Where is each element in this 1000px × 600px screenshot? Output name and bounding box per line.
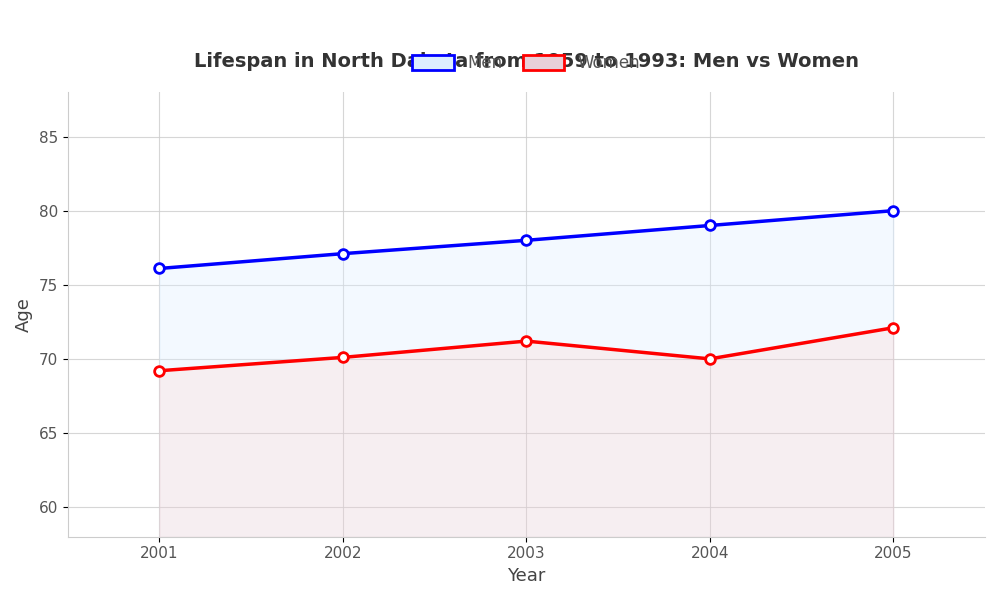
Title: Lifespan in North Dakota from 1959 to 1993: Men vs Women: Lifespan in North Dakota from 1959 to 19…: [194, 52, 859, 71]
Legend: Men, Women: Men, Women: [406, 47, 647, 79]
X-axis label: Year: Year: [507, 567, 546, 585]
Y-axis label: Age: Age: [15, 297, 33, 332]
